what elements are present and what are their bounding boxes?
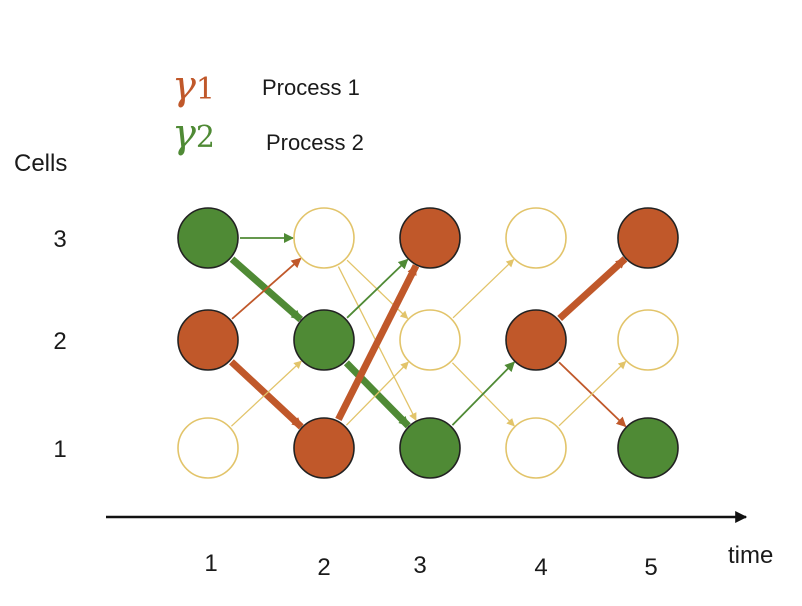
x-axis-title: time: [728, 542, 773, 569]
legend-entry-process-2: γ2 Process 2: [172, 111, 364, 157]
node-time5-cell2: [617, 309, 679, 371]
arrow-t3c1-to-t4c2: [451, 361, 515, 426]
node-time5-cell3: [617, 207, 679, 269]
y-axis-title: Cells: [14, 150, 67, 177]
y-tick-label: 2: [53, 328, 66, 355]
node-time4-cell2: [505, 309, 567, 371]
legend-subscript: 2: [196, 120, 215, 155]
arrow-t1c1-to-t2c2: [230, 360, 302, 427]
x-tick-label: 3: [413, 552, 426, 579]
arrow-t3c2-to-t4c3: [452, 258, 515, 319]
x-tick-label: 4: [534, 554, 547, 581]
cell-nodes: [177, 207, 679, 479]
transition-arrows: [229, 233, 628, 430]
node-time2-cell1: [293, 417, 355, 479]
legend-symbol: γ: [172, 63, 196, 109]
node-time1-cell2: [177, 309, 239, 371]
legend-gamma-2-symbol: γ2: [172, 111, 215, 157]
arrow-t2c2-to-t3c3: [346, 258, 409, 319]
y-tick-label: 3: [53, 226, 66, 253]
arrow-t2c1-to-t3c2: [345, 361, 409, 426]
x-tick-label: 1: [204, 550, 217, 577]
legend: γ1 Process 1 γ2 Process 2: [172, 63, 364, 157]
x-tick-label: 5: [644, 554, 657, 581]
node-time2-cell3: [293, 207, 355, 269]
node-time5-cell1: [617, 417, 679, 479]
arrow-t4c1-to-t5c2: [558, 360, 627, 427]
node-time3-cell3: [399, 207, 461, 269]
y-tick-label: 1: [53, 436, 66, 463]
node-time3-cell1: [399, 417, 461, 479]
legend-subscript: 1: [196, 72, 215, 107]
x-axis-ticks: 1 2 3 4 5: [204, 550, 657, 581]
node-time3-cell2: [399, 309, 461, 371]
arrow-t4c2-to-t5c3: [557, 256, 628, 322]
y-axis-ticks: 3 2 1: [53, 226, 66, 463]
legend-symbol: γ: [172, 111, 196, 157]
node-time1-cell1: [177, 417, 239, 479]
node-time2-cell2: [293, 309, 355, 371]
legend-gamma-1-symbol: γ1: [172, 63, 215, 109]
node-time4-cell1: [505, 417, 567, 479]
legend-entry-process-1: γ1 Process 1: [172, 63, 360, 109]
arrow-t1c2-to-t2c3: [231, 257, 302, 320]
arrow-t2c1-to-t3c3: [335, 264, 420, 422]
legend-label-process-2: Process 2: [266, 130, 364, 155]
x-tick-label: 2: [317, 554, 330, 581]
node-time4-cell3: [505, 207, 567, 269]
node-time1-cell3: [177, 207, 239, 269]
legend-label-process-1: Process 1: [262, 75, 360, 100]
